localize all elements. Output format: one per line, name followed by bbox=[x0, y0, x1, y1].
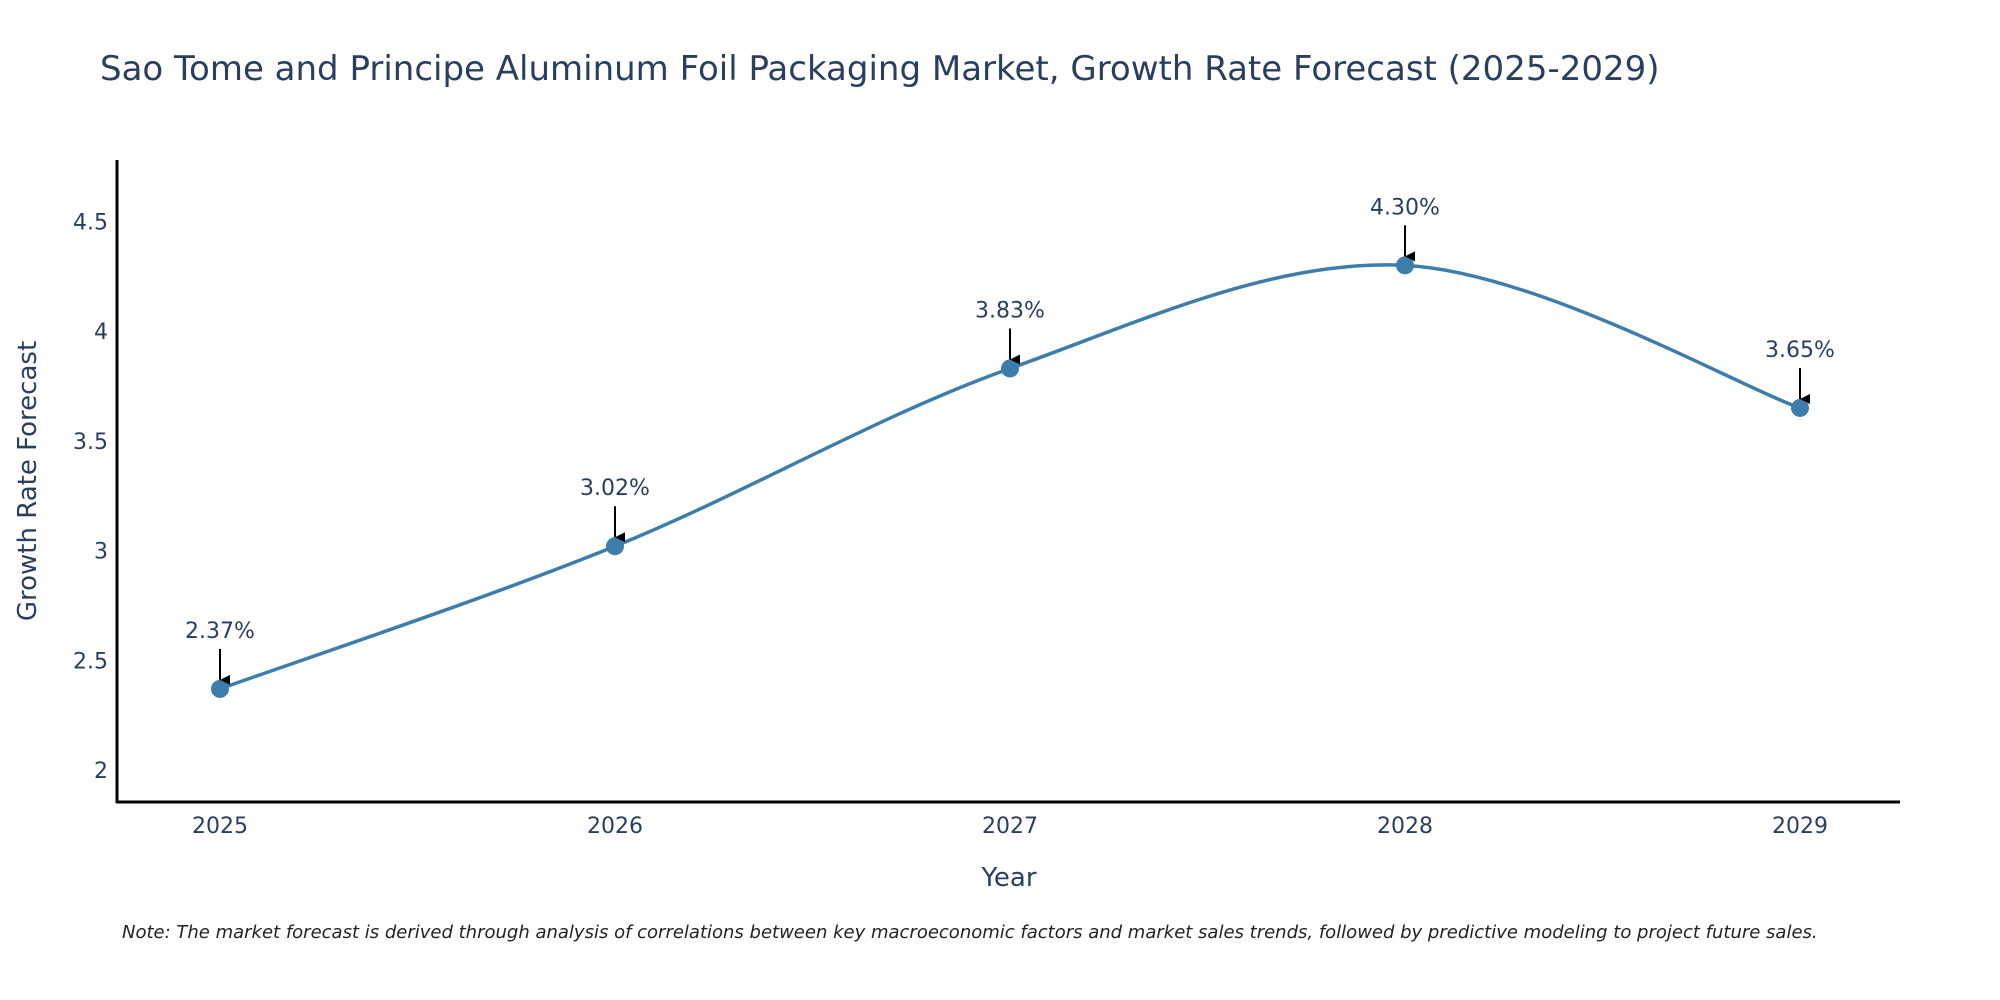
y-tick-label: 3.5 bbox=[73, 430, 108, 455]
data-label: 3.65% bbox=[1765, 338, 1835, 363]
x-tick-label: 2025 bbox=[192, 814, 248, 839]
x-tick-label: 2028 bbox=[1377, 814, 1433, 839]
x-tick-label: 2027 bbox=[982, 814, 1038, 839]
y-tick-label: 4 bbox=[94, 320, 108, 345]
data-point[interactable] bbox=[1791, 398, 1809, 417]
data-label: 3.83% bbox=[975, 298, 1045, 323]
data-point[interactable] bbox=[1001, 359, 1019, 378]
chart-title: Sao Tome and Principe Aluminum Foil Pack… bbox=[100, 49, 1660, 89]
x-tick-label: 2026 bbox=[587, 814, 643, 839]
series-line bbox=[219, 263, 1801, 691]
y-tick-label: 2.5 bbox=[73, 649, 108, 674]
data-point[interactable] bbox=[1396, 256, 1414, 275]
data-point[interactable] bbox=[606, 537, 624, 556]
x-axis-ticks: 2025 2026 2027 2028 2029 bbox=[192, 814, 1828, 839]
y-axis-title: Growth Rate Forecast bbox=[13, 341, 43, 621]
data-label: 4.30% bbox=[1370, 195, 1440, 220]
x-tick-label: 2029 bbox=[1772, 814, 1828, 839]
data-label: 3.02% bbox=[580, 476, 650, 501]
y-axis-ticks: 2 2.5 3 3.5 4 4.5 bbox=[73, 210, 108, 784]
data-annotations: 2.37% 3.02% 3.83% 4.30% 3.65% bbox=[185, 195, 1835, 685]
chart-note: Note: The market forecast is derived thr… bbox=[122, 922, 1818, 943]
data-label: 2.37% bbox=[185, 619, 255, 644]
x-axis-title: Year bbox=[980, 863, 1036, 893]
y-tick-label: 3 bbox=[94, 540, 108, 565]
data-point[interactable] bbox=[211, 679, 229, 698]
y-tick-label: 2 bbox=[94, 759, 108, 784]
y-tick-label: 4.5 bbox=[73, 210, 108, 235]
